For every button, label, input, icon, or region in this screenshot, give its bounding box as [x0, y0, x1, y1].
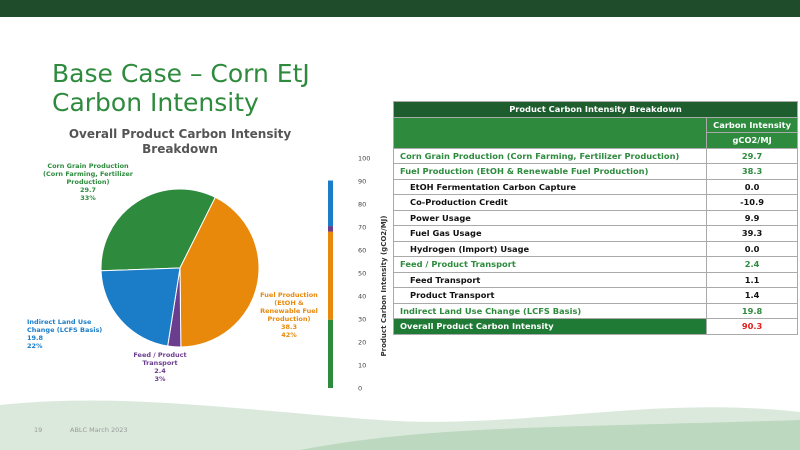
footer-event: ABLC March 2023: [70, 426, 128, 434]
y-axis-label: Product Carbon Intensity (gCO2/MJ): [380, 216, 388, 357]
row-label: Feed / Product Transport: [392, 256, 708, 273]
y-tick-label: 50: [358, 270, 366, 278]
col-header: gCO2/MJ: [706, 132, 798, 149]
table-row: Product Transport 1.4: [392, 287, 798, 304]
row-label: Feed Transport: [392, 271, 708, 288]
y-tick-label: 90: [358, 178, 366, 186]
row-value: -10.9: [706, 194, 798, 211]
table-row: Fuel Production (EtOH & Renewable Fuel P…: [392, 163, 798, 180]
row-label: Fuel Production (EtOH & Renewable Fuel P…: [392, 163, 708, 180]
pie-label-value: 29.7: [79, 186, 97, 194]
table-row: Indirect Land Use Change (LCFS Basis) 19.…: [392, 302, 798, 319]
pie-label-name: Feed / Product Transport: [133, 351, 187, 367]
table-row: EtOH Fermentation Carbon Capture 0.0: [392, 178, 798, 195]
row-label: Product Transport: [392, 287, 708, 304]
table-row: Feed Transport 1.1: [392, 271, 798, 288]
pie-label: Feed / Product Transport 2.4 3%: [125, 351, 195, 383]
pie-label-name: Corn Grain Production (Corn Farming, Fer…: [43, 162, 133, 186]
top-bar: [0, 0, 800, 17]
row-label: Power Usage: [392, 209, 708, 226]
row-value: 19.8: [706, 302, 798, 319]
pie-slice: [179, 196, 260, 348]
row-value: 29.7: [706, 147, 798, 164]
pie-label-value: 19.8: [27, 334, 44, 342]
pie-label-name: Fuel Production (EtOH & Renewable Fuel P…: [260, 291, 318, 323]
row-label: Fuel Gas Usage: [392, 225, 708, 242]
pie-label: Indirect Land Use Change (LCFS Basis) 19.…: [27, 318, 117, 350]
row-value: 0.0: [706, 240, 798, 257]
y-tick-label: 30: [358, 316, 366, 324]
charts: 0 10 20 30 40 50 60 70 80 90 100 Product Carbon Int…: [100, 155, 388, 393]
row-label: EtOH Fermentation Carbon Capture: [392, 178, 708, 195]
pie-label: Fuel Production (EtOH & Renewable Fuel P…: [258, 291, 320, 339]
y-tick-label: 10: [358, 362, 366, 370]
row-value: 90.3: [706, 318, 798, 335]
table-title: Product Carbon Intensity Breakdown: [393, 101, 798, 118]
bar-segment: [328, 226, 333, 232]
pie-slice: [100, 267, 181, 347]
row-value: 39.3: [706, 225, 798, 242]
table-row: Co-Production Credit -10.9: [392, 194, 798, 211]
row-value: 1.4: [706, 287, 798, 304]
row-value: 2.4: [706, 256, 798, 273]
table-row: Fuel Gas Usage 39.3: [392, 225, 798, 242]
row-value: 38.3: [706, 163, 798, 180]
slide-title: Carbon Intensity: [52, 88, 259, 117]
y-tick-label: 70: [358, 224, 366, 232]
row-value: 0.0: [706, 178, 798, 195]
row-label: Overall Product Carbon Intensity: [392, 318, 708, 335]
y-tick-label: 80: [358, 201, 366, 209]
row-value: 1.1: [706, 271, 798, 288]
y-tick-label: 100: [358, 155, 370, 163]
y-tick-label: 0: [358, 385, 362, 393]
pie-label-value: 38.3: [280, 323, 298, 331]
col-header: Carbon Intensity: [706, 116, 798, 133]
pie-label-share: 3%: [154, 375, 166, 383]
row-label: Indirect Land Use Change (LCFS Basis): [392, 302, 708, 319]
bar-segment: [328, 319, 333, 388]
row-label: Corn Grain Production (Corn Farming, Fer…: [392, 147, 708, 164]
row-value: 9.9: [706, 209, 798, 226]
pie-title: Overall Product Carbon Intensity Breakdo…: [68, 127, 292, 156]
slide-title: Base Case – Corn EtJ: [52, 59, 310, 88]
ci-table: Product Carbon Intensity Breakdown Carbon…: [392, 101, 798, 335]
logo-tagline: Beyond Carbon Solutions: [684, 46, 741, 52]
logo-sub: BCS: [684, 35, 704, 46]
bar-segment: [328, 180, 333, 227]
pie-label-share: 22%: [27, 342, 43, 350]
header-blank: [392, 116, 708, 149]
table-row: Overall Product Carbon Intensity 90.3: [392, 318, 798, 335]
pie-label-value: 2.4: [154, 367, 166, 375]
row-label: Hydrogen (Import) Usage: [392, 240, 708, 257]
pie-label-share: 42%: [281, 331, 297, 339]
table-row: Corn Grain Production (Corn Farming, Fer…: [392, 147, 798, 164]
table-row: Power Usage 9.9: [392, 209, 798, 226]
logo-name: GreenStar: [684, 19, 765, 35]
y-tick-label: 40: [358, 293, 366, 301]
bar-segment: [328, 231, 333, 320]
pie-label: Corn Grain Production (Corn Farming, Fer…: [38, 162, 138, 202]
y-tick-label: 60: [358, 247, 366, 255]
pie-label-share: 33%: [80, 194, 96, 202]
pie-label-name: Indirect Land Use Change (LCFS Basis): [27, 318, 103, 334]
y-tick-label: 20: [358, 339, 366, 347]
table-row: Hydrogen (Import) Usage 0.0: [392, 240, 798, 257]
row-label: Co-Production Credit: [392, 194, 708, 211]
table-header-row: Carbon Intensity: [392, 116, 798, 149]
table-title-row: Product Carbon Intensity Breakdown: [393, 101, 798, 118]
page-number: 19: [34, 426, 42, 434]
pie-slice: [100, 188, 216, 272]
table-row: Feed / Product Transport 2.4: [392, 256, 798, 273]
footer-wave-2: [300, 420, 800, 450]
logo-star: [658, 20, 680, 41]
